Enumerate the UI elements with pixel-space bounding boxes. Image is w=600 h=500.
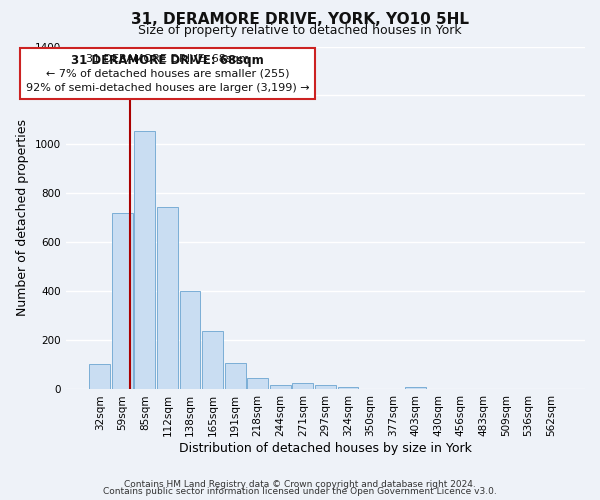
- Bar: [315, 384, 336, 390]
- Bar: [247, 378, 268, 390]
- Bar: [157, 207, 178, 390]
- Bar: [112, 213, 133, 390]
- Bar: [134, 131, 155, 390]
- X-axis label: Distribution of detached houses by size in York: Distribution of detached houses by size …: [179, 442, 472, 455]
- Bar: [270, 384, 290, 390]
- Text: Size of property relative to detached houses in York: Size of property relative to detached ho…: [138, 24, 462, 37]
- Text: 31 DERAMORE DRIVE: 68sqm
← 7% of detached houses are smaller (255)
92% of semi-d: 31 DERAMORE DRIVE: 68sqm ← 7% of detache…: [26, 54, 309, 94]
- Text: Contains HM Land Registry data © Crown copyright and database right 2024.: Contains HM Land Registry data © Crown c…: [124, 480, 476, 489]
- Bar: [202, 330, 223, 390]
- Text: Contains public sector information licensed under the Open Government Licence v3: Contains public sector information licen…: [103, 488, 497, 496]
- Text: 31 DERAMORE DRIVE: 68sqm
← 7% of detached houses are smaller (255)
92% of semi-d: 31 DERAMORE DRIVE: 68sqm ← 7% of detache…: [30, 54, 314, 92]
- Bar: [89, 364, 110, 390]
- Bar: [292, 384, 313, 390]
- Bar: [405, 386, 426, 390]
- Y-axis label: Number of detached properties: Number of detached properties: [16, 120, 29, 316]
- Text: 31 DERAMORE DRIVE: 68sqm: 31 DERAMORE DRIVE: 68sqm: [71, 54, 264, 67]
- Bar: [338, 387, 358, 390]
- Bar: [225, 362, 245, 390]
- Text: 31, DERAMORE DRIVE, YORK, YO10 5HL: 31, DERAMORE DRIVE, YORK, YO10 5HL: [131, 12, 469, 28]
- Bar: [179, 292, 200, 390]
